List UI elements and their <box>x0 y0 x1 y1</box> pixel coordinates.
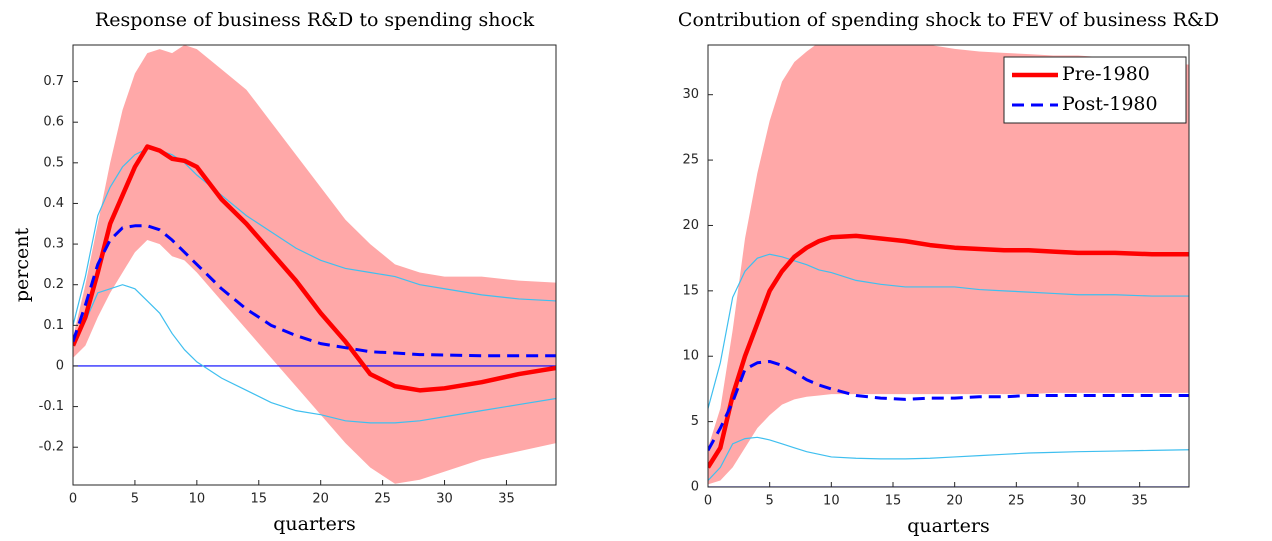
y-tick-label: 0.7 <box>43 74 64 89</box>
plot-area <box>73 45 556 484</box>
chart-title: Contribution of spending shock to FEV of… <box>678 9 1219 31</box>
y-tick-label: -0.2 <box>39 440 64 455</box>
y-tick-label: 0 <box>56 358 64 373</box>
y-tick-label: 30 <box>682 87 699 102</box>
x-axis-label: quarters <box>273 513 356 535</box>
x-tick-label: 0 <box>704 494 712 509</box>
y-tick-label: 0.6 <box>43 115 64 130</box>
band-line <box>708 436 1189 481</box>
x-tick-label: 35 <box>498 492 515 507</box>
x-tick-label: 15 <box>250 492 267 507</box>
x-tick-label: 15 <box>885 494 902 509</box>
x-tick-label: 25 <box>374 492 391 507</box>
x-tick-label: 10 <box>189 492 206 507</box>
axes-box <box>707 44 1190 488</box>
y-axis-label: percent <box>11 228 33 303</box>
y-tick-label: 0.2 <box>43 277 64 292</box>
x-tick-label: 5 <box>131 492 139 507</box>
y-tick-label: 0.5 <box>43 155 64 170</box>
series-line <box>708 359 1189 452</box>
y-tick-label: 20 <box>682 218 699 233</box>
y-tick-label: 0.4 <box>43 196 64 211</box>
x-tick-label: 20 <box>946 494 963 509</box>
x-tick-label: 30 <box>436 492 453 507</box>
y-tick-label: 5 <box>691 414 699 429</box>
y-tick-label: 0.3 <box>43 237 64 252</box>
plot-area <box>708 45 1189 487</box>
y-tick-label: 10 <box>682 349 699 364</box>
band-line <box>708 253 1189 409</box>
band-line <box>73 147 556 326</box>
series-line <box>73 224 556 358</box>
x-tick-label: 30 <box>1070 494 1087 509</box>
y-tick-label: -0.1 <box>39 399 64 414</box>
y-tick-label: 25 <box>682 153 699 168</box>
y-tick-label: 0.1 <box>43 318 64 333</box>
band-line <box>73 284 556 424</box>
x-tick-label: 25 <box>1008 494 1025 509</box>
confidence-band <box>73 45 556 484</box>
x-tick-label: 0 <box>69 492 77 507</box>
legend-box <box>1003 56 1187 124</box>
x-tick-label: 10 <box>823 494 840 509</box>
x-axis-label: quarters <box>907 515 990 537</box>
y-tick-label: 15 <box>682 283 699 298</box>
series-line <box>73 144 556 393</box>
legend-label: Pre-1980 <box>1062 63 1150 85</box>
y-tick-label: 0 <box>691 480 699 495</box>
chart-title: Response of business R&D to spending sho… <box>95 9 535 31</box>
confidence-band <box>708 45 1189 485</box>
axes-box <box>72 44 557 486</box>
legend-label: Post-1980 <box>1062 93 1158 115</box>
series-line <box>708 233 1189 469</box>
x-tick-label: 35 <box>1131 494 1148 509</box>
x-tick-label: 20 <box>312 492 329 507</box>
x-tick-label: 5 <box>766 494 774 509</box>
